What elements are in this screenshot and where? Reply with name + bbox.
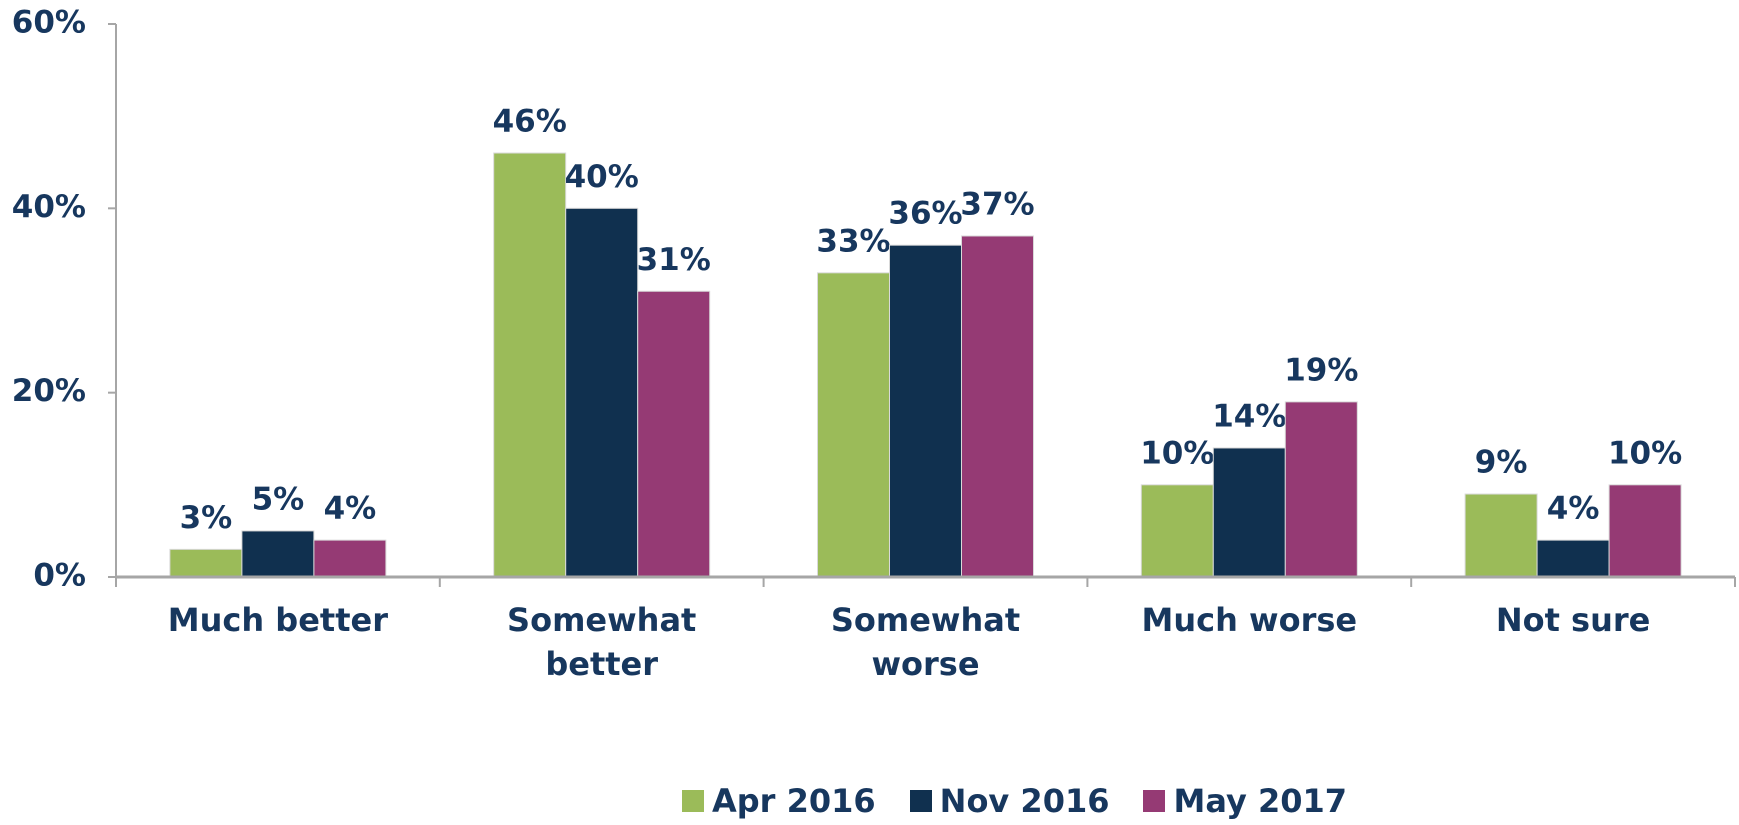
bar [637, 290, 711, 578]
bar [493, 152, 567, 578]
y-tick-label: 20% [12, 373, 86, 409]
legend: Apr 2016 Nov 2016 May 2017 [0, 782, 1739, 820]
data-label: 37% [960, 186, 1034, 222]
data-label: 36% [888, 196, 962, 232]
bar [1464, 493, 1538, 578]
data-label: 10% [1608, 435, 1682, 471]
bar [961, 235, 1034, 578]
legend-item: Nov 2016 [909, 782, 1110, 820]
data-label: 33% [816, 223, 890, 259]
bar [1284, 401, 1358, 578]
bar [241, 530, 315, 578]
bar [169, 548, 243, 578]
x-tick-label: Somewhat worse [830, 601, 1021, 683]
bar [817, 272, 890, 578]
bar [565, 207, 639, 578]
data-label: 4% [1547, 491, 1600, 527]
legend-label: Nov 2016 [939, 782, 1110, 820]
y-tick-label: 40% [12, 189, 86, 225]
legend-item: May 2017 [1143, 782, 1347, 820]
data-label: 31% [637, 242, 711, 278]
y-tick-label: 60% [12, 5, 86, 41]
legend-swatch [909, 790, 932, 812]
bar [1212, 447, 1286, 578]
data-label: 10% [1140, 435, 1214, 471]
data-label: 14% [1212, 398, 1286, 434]
y-tick-label: 0% [33, 558, 86, 594]
data-label: 40% [565, 159, 639, 195]
x-tick-label: Not sure [1495, 601, 1651, 639]
legend-item: Apr 2016 [682, 782, 876, 820]
data-label: 46% [493, 104, 567, 140]
bar [1140, 484, 1214, 578]
data-label: 4% [324, 491, 377, 527]
data-label: 9% [1475, 445, 1528, 481]
bar [1536, 539, 1610, 578]
x-tick-label: Somewhat better [507, 601, 697, 683]
data-label: 19% [1284, 352, 1358, 388]
x-tick-label: Much worse [1141, 601, 1358, 639]
bar [313, 539, 387, 578]
legend-swatch [1143, 790, 1166, 812]
legend-label: Apr 2016 [712, 782, 876, 820]
data-label: 3% [180, 500, 233, 536]
x-tick-label: Much better [167, 601, 388, 639]
bar [1608, 484, 1682, 578]
data-label: 5% [252, 481, 305, 517]
legend-swatch [682, 790, 704, 812]
bar [889, 244, 962, 578]
legend-label: May 2017 [1173, 782, 1347, 820]
